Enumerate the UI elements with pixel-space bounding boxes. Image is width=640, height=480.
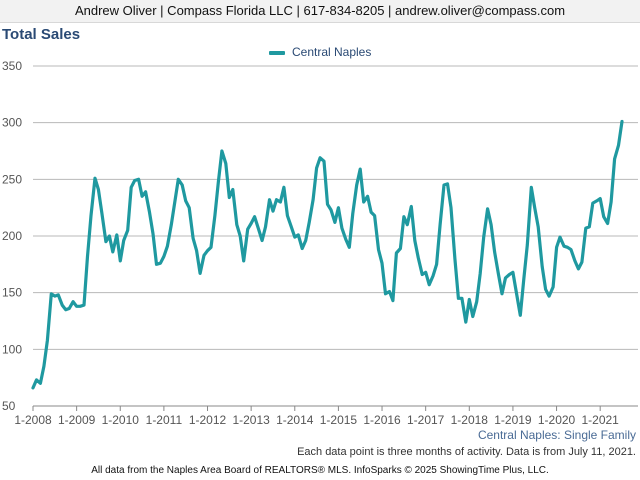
data-note: Each data point is three months of activ… (297, 446, 636, 458)
x-tick-label: 1-2021 (581, 413, 619, 427)
chart-legend[interactable]: Central Naples (0, 45, 640, 59)
x-tick-label: 1-2017 (407, 413, 445, 427)
legend-label: Central Naples (291, 45, 372, 59)
contact-info: Andrew Oliver | Compass Florida LLC | 61… (74, 3, 566, 18)
x-tick-label: 1-2012 (189, 413, 227, 427)
y-tick-label: 100 (2, 342, 22, 356)
x-tick-label: 1-2010 (102, 413, 140, 427)
page-title: Total Sales (2, 26, 81, 43)
legend-swatch-icon (268, 50, 285, 55)
series-line-central-naples[interactable] (31, 119, 624, 390)
footer-attribution: All data from the Naples Area Board of R… (91, 465, 549, 476)
chart-grid (33, 65, 638, 407)
y-tick-label: 250 (2, 172, 22, 186)
y-tick-label: 150 (2, 286, 22, 300)
x-tick-label: 1-2020 (538, 413, 576, 427)
y-tick-label: 200 (2, 229, 22, 243)
x-tick-label: 1-2014 (276, 413, 314, 427)
x-tick-label: 1-2016 (363, 413, 401, 427)
y-tick-label: 300 (2, 116, 22, 130)
chart-axes: 50 100 150 200 250 300 350 1-2008 1-2009 1-2010 1-… (2, 59, 638, 427)
y-tick-label: 50 (2, 399, 16, 413)
x-tick-label: 1-2019 (494, 413, 532, 427)
x-tick-label: 1-2011 (146, 413, 183, 427)
region-label: Central Naples: Single Family (477, 428, 636, 442)
y-tick-label: 350 (2, 59, 22, 73)
chart-series (31, 119, 624, 390)
x-tick-label: 1-2015 (320, 413, 358, 427)
contact-header-bar: Andrew Oliver | Compass Florida LLC | 61… (0, 0, 640, 23)
x-tick-label: 1-2018 (451, 413, 489, 427)
x-tick-label: 1-2013 (232, 413, 270, 427)
x-tick-label: 1-2009 (58, 413, 96, 427)
x-tick-label: 1-2008 (14, 413, 52, 427)
